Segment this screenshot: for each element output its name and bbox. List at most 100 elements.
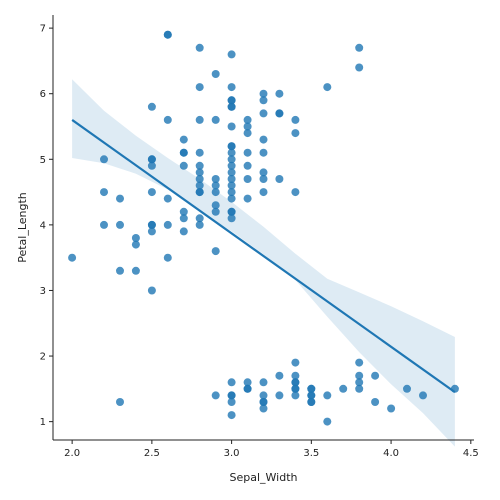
data-point	[291, 391, 300, 400]
data-point	[227, 378, 236, 387]
x-axis-ticks: 2.0 2.5 3.0 3.5 4.0 4.5	[64, 440, 479, 459]
y-tick-label: 6	[40, 89, 46, 100]
data-point	[211, 188, 220, 197]
data-point	[243, 115, 252, 124]
data-point	[179, 207, 188, 216]
data-point	[147, 220, 156, 229]
data-point	[163, 253, 172, 262]
data-point	[259, 404, 268, 413]
data-point	[131, 234, 140, 242]
data-point	[275, 89, 284, 98]
data-point	[243, 378, 252, 387]
data-point	[291, 115, 300, 124]
data-point	[100, 155, 108, 164]
data-point	[68, 253, 77, 262]
data-point	[323, 83, 332, 92]
data-point	[259, 109, 268, 118]
data-point	[195, 148, 204, 157]
x-tick-label: 4.5	[463, 448, 479, 459]
data-point	[307, 391, 316, 400]
data-point	[355, 358, 364, 367]
data-point	[179, 227, 188, 236]
data-point	[179, 148, 188, 157]
data-point	[275, 175, 284, 183]
data-point	[259, 168, 268, 177]
data-point	[195, 220, 204, 229]
data-point	[211, 181, 220, 190]
data-point	[195, 175, 204, 183]
data-point	[259, 398, 268, 406]
data-point	[163, 30, 172, 39]
data-point	[227, 142, 236, 151]
data-point	[371, 371, 380, 380]
data-point	[227, 96, 236, 105]
data-point	[259, 391, 268, 400]
data-point	[195, 43, 204, 52]
x-tick-label: 3.5	[303, 448, 319, 459]
data-point	[259, 96, 268, 105]
data-point	[307, 384, 316, 393]
data-point	[100, 188, 108, 197]
y-tick-label: 5	[40, 155, 46, 166]
data-point	[131, 240, 140, 249]
data-point	[227, 214, 236, 223]
data-point	[147, 227, 156, 236]
axes	[52, 15, 474, 441]
data-point	[291, 378, 300, 387]
data-point	[163, 220, 172, 229]
data-point	[259, 135, 268, 144]
data-point	[147, 155, 156, 164]
data-point	[259, 148, 268, 157]
data-point	[147, 286, 156, 295]
data-point	[116, 220, 124, 229]
data-point	[195, 181, 204, 190]
data-point	[227, 102, 236, 111]
x-tick-label: 3.0	[224, 448, 240, 459]
data-point	[243, 194, 252, 203]
data-point	[323, 417, 332, 426]
data-point	[179, 214, 188, 223]
data-point	[371, 398, 380, 406]
data-point	[227, 83, 236, 92]
data-point	[243, 148, 252, 157]
regression-line-layer	[71, 119, 456, 394]
data-point	[227, 188, 236, 197]
data-point	[243, 161, 252, 170]
data-point	[419, 391, 427, 400]
data-point	[227, 161, 236, 170]
data-point	[116, 266, 124, 275]
data-point	[195, 115, 204, 124]
data-point	[195, 83, 204, 92]
data-point	[211, 115, 220, 124]
data-point	[211, 175, 220, 183]
y-tick-label: 3	[40, 286, 46, 297]
y-tick-label: 7	[40, 24, 46, 35]
data-point	[227, 207, 236, 216]
data-point	[291, 358, 300, 367]
data-point	[275, 371, 284, 380]
data-point	[227, 122, 236, 131]
x-tick-label: 2.0	[64, 448, 80, 459]
data-point	[211, 70, 220, 78]
data-point	[355, 371, 364, 380]
data-point	[291, 371, 300, 380]
data-point	[147, 188, 156, 197]
data-point	[131, 266, 140, 275]
y-tick-label: 1	[40, 417, 46, 428]
x-tick-label: 4.0	[383, 448, 399, 459]
y-axis-ticks: 1 2 3 4 5 6 7	[40, 24, 53, 428]
data-point	[227, 391, 236, 400]
data-points-layer	[68, 30, 459, 426]
data-point	[243, 129, 252, 138]
data-point	[387, 404, 396, 413]
data-point	[227, 411, 236, 420]
data-point	[211, 201, 220, 210]
data-point	[259, 175, 268, 183]
y-tick-label: 2	[40, 352, 46, 363]
data-point	[211, 207, 220, 216]
data-point	[163, 194, 172, 203]
data-point	[355, 384, 364, 393]
data-point	[147, 102, 156, 111]
data-point	[227, 398, 236, 406]
